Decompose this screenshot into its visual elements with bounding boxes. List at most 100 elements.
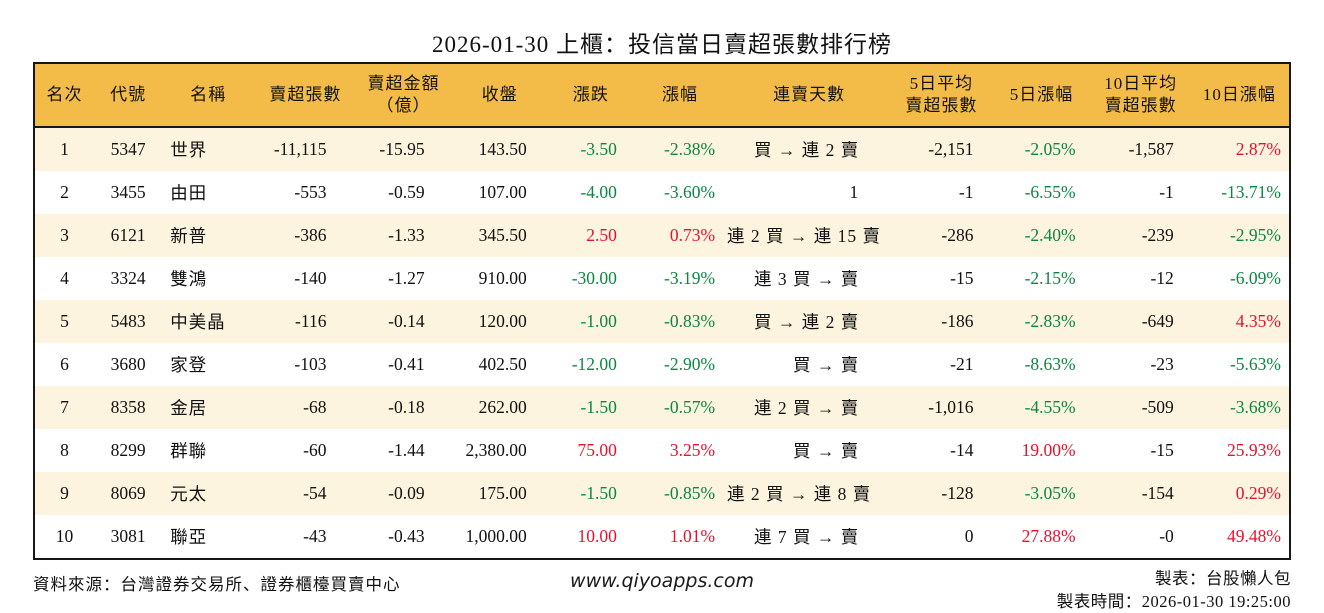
column-header-close: 收盤 — [450, 63, 549, 128]
avg10-sell-cell: -239 — [1141, 225, 1174, 245]
sell-amount-cell: -1.44 — [388, 440, 425, 460]
column-header-pct10: 10日漲幅 — [1189, 63, 1290, 128]
rank-cell: 1 — [60, 139, 69, 159]
column-header-name: 名稱 — [162, 63, 255, 128]
avg10-sell-cell: -1,587 — [1128, 139, 1174, 159]
made-time: 製表時間：2026-01-30 19:25:00 — [1056, 592, 1291, 611]
column-header-line: 名次 — [46, 85, 83, 104]
streak-cell: 買 → 賣 — [793, 441, 860, 461]
sell-amount-cell: -1.27 — [388, 268, 425, 288]
sell-volume-cell: -60 — [303, 440, 327, 460]
stock-name-cell: 聯亞 — [170, 527, 208, 547]
avg5-sell-cell: -186 — [941, 311, 974, 331]
streak-cell: 買 → 連 2 賣 — [754, 312, 860, 332]
avg5-sell-cell: -21 — [950, 354, 974, 374]
column-header-line: 5日漲幅 — [1009, 85, 1074, 104]
stock-code-cell: 6121 — [110, 225, 146, 245]
rank-cell: 3 — [60, 225, 69, 245]
pct5-cell: 19.00% — [1021, 440, 1076, 460]
sell-amount-cell: -0.18 — [388, 397, 425, 417]
column-header-line: 5日平均 — [909, 74, 974, 93]
stock-name-cell: 群聯 — [170, 441, 208, 461]
sell-ranking-table: 名次 代號 名稱 賣超張數 賣超金額 （億） 收盤 漲跌 漲幅 連賣天數 5日平均 賣超張數 5日漲幅 1… — [33, 62, 1291, 560]
pct5-cell: -2.15% — [1024, 268, 1076, 288]
change-cell: 75.00 — [577, 440, 617, 460]
pct10-cell: 49.48% — [1227, 526, 1281, 546]
column-header-line: 賣超張數 — [1104, 96, 1177, 115]
change-pct-cell: -0.57% — [664, 397, 716, 417]
change-cell: -3.50 — [580, 139, 617, 159]
change-pct-cell: -3.60% — [664, 182, 716, 202]
change-pct-cell: -0.85% — [664, 483, 716, 503]
close-price-cell: 262.00 — [478, 397, 527, 417]
stock-code-cell: 8299 — [110, 440, 146, 460]
avg5-sell-cell: -2,151 — [928, 139, 974, 159]
avg10-sell-cell: -15 — [1150, 440, 1174, 460]
close-price-cell: 143.50 — [478, 139, 527, 159]
rank-cell: 9 — [60, 483, 69, 503]
table-row: 9 8069 元太 -54 -0.09 175.00 -1.50 -0.85% 連 2 買 → … — [34, 472, 1290, 515]
sell-volume-cell: -43 — [303, 526, 327, 546]
column-header-line: （億） — [376, 96, 431, 115]
column-header-sell_amount: 賣超金額 （億） — [356, 63, 451, 128]
column-header-line: 收盤 — [481, 85, 518, 104]
column-header-rank: 名次 — [34, 63, 95, 128]
footer: 資料來源：台灣證券交易所、證券櫃檯買賣中心 www.qiyoapps.com 製… — [33, 567, 1291, 613]
stock-name-cell: 世界 — [170, 140, 208, 160]
change-pct-cell: -3.19% — [664, 268, 716, 288]
column-header-line: 連賣天數 — [773, 85, 846, 104]
column-header-change_pct: 漲幅 — [632, 63, 728, 128]
streak-cell: 買 → 賣 — [793, 355, 860, 375]
column-header-line: 賣超張數 — [269, 85, 342, 104]
table-row: 7 8358 金居 -68 -0.18 262.00 -1.50 -0.57% 連 2 買 → … — [34, 386, 1290, 429]
table-row: 2 3455 由田 -553 -0.59 107.00 -4.00 -3.60% 1 -1 -6.5… — [34, 171, 1290, 214]
change-cell: -1.00 — [580, 311, 617, 331]
close-price-cell: 1,000.00 — [465, 526, 527, 546]
website-url: www.qiyoapps.com — [570, 570, 754, 592]
header-row: 名次 代號 名稱 賣超張數 賣超金額 （億） 收盤 漲跌 漲幅 連賣天數 5日平均 賣超張數 5日漲幅 1… — [34, 63, 1290, 128]
avg10-sell-cell: -0 — [1159, 526, 1174, 546]
stock-code-cell: 3081 — [110, 526, 146, 546]
close-price-cell: 2,380.00 — [465, 440, 527, 460]
avg5-sell-cell: -1 — [958, 182, 974, 202]
streak-cell: 1 — [849, 182, 860, 202]
rank-cell: 2 — [60, 182, 69, 202]
close-price-cell: 910.00 — [478, 268, 527, 288]
sell-volume-cell: -116 — [295, 311, 327, 331]
pct10-cell: 25.93% — [1227, 440, 1281, 460]
sell-volume-cell: -386 — [294, 225, 327, 245]
data-source-note: 資料來源：台灣證券交易所、證券櫃檯買賣中心 — [33, 575, 401, 594]
table-row: 6 3680 家登 -103 -0.41 402.50 -12.00 -2.90% 買 → 賣 -… — [34, 343, 1290, 386]
rank-cell: 7 — [60, 397, 69, 417]
stock-code-cell: 5347 — [110, 139, 146, 159]
close-price-cell: 120.00 — [478, 311, 527, 331]
streak-cell: 連 2 買 → 連 8 賣 — [727, 484, 872, 504]
table-body: 1 5347 世界 -11,115 -15.95 143.50 -3.50 -2.38% 買 →… — [34, 127, 1290, 559]
change-cell: -12.00 — [571, 354, 617, 374]
pct10-cell: -3.68% — [1229, 397, 1281, 417]
table-row: 3 6121 新普 -386 -1.33 345.50 2.50 0.73% 連 2 買 → 連… — [34, 214, 1290, 257]
streak-cell: 連 2 買 → 連 15 賣 — [727, 226, 882, 246]
column-header-avg10: 10日平均 賣超張數 — [1091, 63, 1190, 128]
avg10-sell-cell: -23 — [1150, 354, 1174, 374]
close-price-cell: 107.00 — [478, 182, 527, 202]
table-row: 1 5347 世界 -11,115 -15.95 143.50 -3.50 -2.38% 買 →… — [34, 127, 1290, 171]
stock-name-cell: 中美晶 — [170, 312, 226, 332]
rank-cell: 6 — [60, 354, 69, 374]
sell-amount-cell: -0.59 — [388, 182, 425, 202]
sell-amount-cell: -0.09 — [388, 483, 425, 503]
change-cell: 10.00 — [577, 526, 617, 546]
sell-amount-cell: -15.95 — [379, 139, 425, 159]
change-cell: 2.50 — [586, 225, 617, 245]
avg5-sell-cell: -1,016 — [928, 397, 974, 417]
column-header-code: 代號 — [94, 63, 163, 128]
streak-cell: 連 3 買 → 賣 — [754, 269, 860, 289]
sell-amount-cell: -0.14 — [388, 311, 425, 331]
column-header-line: 10日漲幅 — [1202, 85, 1276, 104]
stock-name-cell: 雙鴻 — [170, 269, 208, 289]
change-cell: -1.50 — [580, 397, 617, 417]
rank-cell: 10 — [55, 526, 74, 546]
stock-name-cell: 元太 — [170, 484, 208, 504]
avg10-sell-cell: -154 — [1141, 483, 1174, 503]
pct10-cell: -2.95% — [1229, 225, 1281, 245]
